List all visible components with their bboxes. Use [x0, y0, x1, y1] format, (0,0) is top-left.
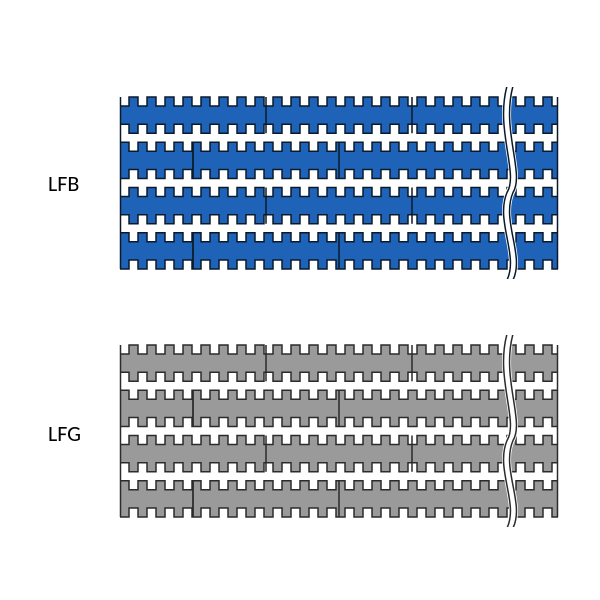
belt-lfb [119, 87, 559, 279]
belt-label-lfg: LFG [48, 420, 81, 447]
diagram-stage: LFB LFG [0, 0, 600, 600]
belt-lfg [119, 335, 559, 527]
belt-label-lfb: LFB [48, 170, 79, 197]
